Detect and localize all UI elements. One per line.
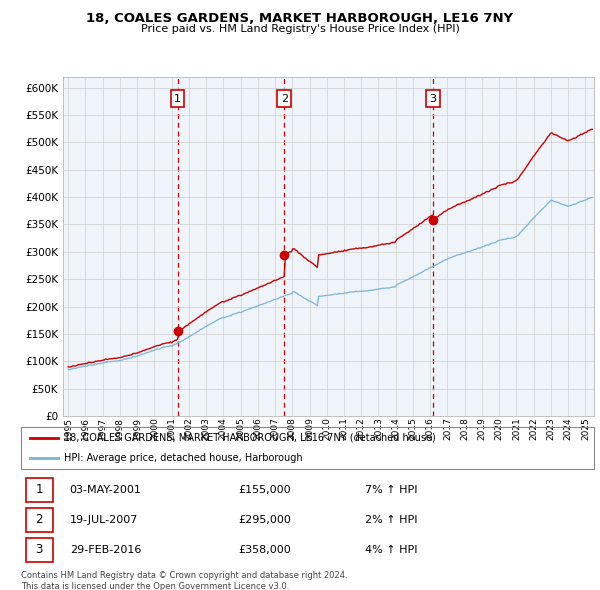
Text: £358,000: £358,000 — [239, 545, 292, 555]
Text: 2: 2 — [35, 513, 43, 526]
Text: 19-JUL-2007: 19-JUL-2007 — [70, 515, 138, 525]
Text: 1: 1 — [35, 483, 43, 496]
Text: 3: 3 — [35, 543, 43, 556]
Bar — [26, 507, 53, 532]
Text: £155,000: £155,000 — [239, 485, 292, 495]
Text: 2% ↑ HPI: 2% ↑ HPI — [365, 515, 418, 525]
Text: 3: 3 — [430, 94, 436, 104]
Text: 18, COALES GARDENS, MARKET HARBOROUGH, LE16 7NY (detached house): 18, COALES GARDENS, MARKET HARBOROUGH, L… — [64, 432, 436, 442]
Bar — [26, 478, 53, 502]
Text: 4% ↑ HPI: 4% ↑ HPI — [365, 545, 418, 555]
Text: 7% ↑ HPI: 7% ↑ HPI — [365, 485, 418, 495]
Text: Price paid vs. HM Land Registry's House Price Index (HPI): Price paid vs. HM Land Registry's House … — [140, 24, 460, 34]
Text: 29-FEB-2016: 29-FEB-2016 — [70, 545, 141, 555]
Text: 18, COALES GARDENS, MARKET HARBOROUGH, LE16 7NY: 18, COALES GARDENS, MARKET HARBOROUGH, L… — [86, 12, 514, 25]
Text: 2: 2 — [281, 94, 288, 104]
Text: £295,000: £295,000 — [239, 515, 292, 525]
Text: Contains HM Land Registry data © Crown copyright and database right 2024.
This d: Contains HM Land Registry data © Crown c… — [21, 571, 347, 590]
Text: 1: 1 — [174, 94, 181, 104]
Text: HPI: Average price, detached house, Harborough: HPI: Average price, detached house, Harb… — [64, 453, 302, 463]
Text: 03-MAY-2001: 03-MAY-2001 — [70, 485, 142, 495]
Bar — [26, 537, 53, 562]
